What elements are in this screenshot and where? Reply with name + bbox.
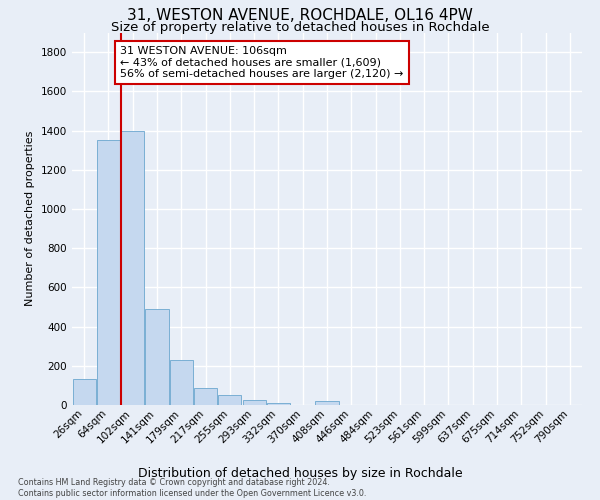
Text: 31 WESTON AVENUE: 106sqm
← 43% of detached houses are smaller (1,609)
56% of sem: 31 WESTON AVENUE: 106sqm ← 43% of detach…: [121, 46, 404, 78]
Bar: [267, 402, 290, 405]
Text: Size of property relative to detached houses in Rochdale: Size of property relative to detached ho…: [110, 21, 490, 34]
Bar: [218, 395, 241, 405]
Text: Contains HM Land Registry data © Crown copyright and database right 2024.
Contai: Contains HM Land Registry data © Crown c…: [18, 478, 367, 498]
Text: 31, WESTON AVENUE, ROCHDALE, OL16 4PW: 31, WESTON AVENUE, ROCHDALE, OL16 4PW: [127, 8, 473, 22]
Bar: [73, 378, 95, 405]
Y-axis label: Number of detached properties: Number of detached properties: [25, 131, 35, 306]
Text: Distribution of detached houses by size in Rochdale: Distribution of detached houses by size …: [137, 468, 463, 480]
Bar: [194, 388, 217, 405]
Bar: [121, 130, 144, 405]
Bar: [242, 400, 266, 405]
Bar: [145, 309, 169, 405]
Bar: [97, 140, 120, 405]
Bar: [170, 360, 193, 405]
Bar: [316, 401, 338, 405]
